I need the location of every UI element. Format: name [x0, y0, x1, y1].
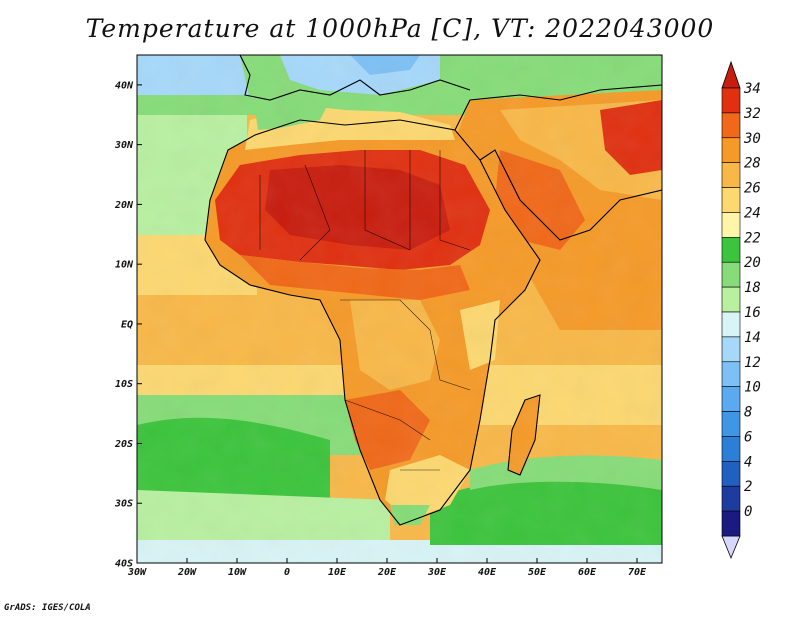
lon-tick-label: 20E [377, 567, 397, 578]
lat-tick-label: 40S [115, 559, 133, 570]
colorbar-label: 22 [744, 230, 761, 246]
lat-tick-label: 10S [115, 379, 133, 390]
colorbar-box [721, 212, 741, 238]
colorbar-top-triangle [721, 60, 741, 89]
longitude-axis: 30W 20W 10W 0 10E 20E 30E 40E 50E 60E 70E [127, 558, 647, 578]
colorbar-label: 32 [743, 106, 761, 122]
grads-credit: GrADS: IGES/COLA [4, 603, 91, 613]
colorbar-box [721, 361, 741, 387]
colorbar-box [721, 336, 741, 363]
colorbar-label: 10 [744, 380, 761, 396]
colorbar-box [721, 187, 741, 213]
lon-tick-label: 30W [127, 567, 147, 578]
lon-tick-label: 40E [478, 567, 497, 578]
lon-tick-label: 60E [578, 567, 597, 578]
lon-tick-label: 70E [628, 567, 647, 578]
colorbar-label: 12 [744, 355, 761, 371]
lat-tick-label: 10N [115, 260, 134, 271]
colorbar-label: 20 [744, 255, 761, 271]
temperature-field [137, 55, 662, 563]
colorbar-label: 26 [744, 181, 761, 197]
colorbar-box [721, 237, 741, 263]
colorbar-label: 28 [744, 156, 761, 172]
colorbar-box [721, 510, 741, 537]
colorbar-box [721, 112, 741, 139]
lat-tick-label: EQ [121, 319, 133, 330]
colorbar-box [721, 386, 741, 412]
colorbar-label: 14 [744, 330, 761, 346]
colorbar-box [721, 436, 741, 462]
map-title: Temperature at 1000hPa [C], VT: 20220430… [85, 14, 715, 43]
colorbar-label: 18 [744, 280, 761, 296]
colorbar-box [721, 311, 741, 338]
latitude-axis: 40N 30N 20N 10N EQ 10S 20S 30S 40S [114, 80, 142, 570]
colorbar-bottom-triangle [721, 535, 741, 560]
lon-tick-label: 10W [228, 567, 247, 578]
colorbar-box [721, 162, 741, 188]
lon-tick-label: 0 [284, 567, 290, 578]
lat-tick-label: 20S [114, 439, 133, 450]
map-frame [136, 54, 663, 564]
colorbar-box [721, 261, 741, 288]
colorbar-label: 34 [743, 81, 761, 97]
colorbar-box [721, 87, 741, 114]
colorbar-label: 16 [744, 305, 761, 321]
colorbar-box [721, 411, 741, 437]
lon-tick-label: 50E [528, 567, 547, 578]
colorbar-label: 24 [744, 205, 761, 221]
lat-tick-label: 20N [114, 200, 134, 211]
colorbar-box [721, 137, 741, 163]
lon-tick-label: 10E [328, 567, 347, 578]
colorbar-label: 0 [744, 504, 752, 520]
lat-tick-label: 30S [114, 499, 133, 510]
field-texture [137, 55, 662, 563]
lon-tick-label: 30E [427, 567, 447, 578]
coastlines [204, 55, 662, 526]
colorbar-label: 6 [744, 429, 752, 445]
country-borders [259, 150, 471, 471]
lat-tick-label: 40N [115, 80, 134, 91]
lat-tick-label: 30N [114, 140, 134, 151]
lon-tick-label: 20W [177, 567, 197, 578]
colorbar-label: 8 [744, 405, 752, 421]
colorbar-box [721, 485, 741, 512]
colorbar-label: 2 [744, 479, 752, 495]
colorbar-box [721, 286, 741, 313]
colorbar-label: 30 [743, 131, 761, 147]
colorbar-label: 4 [744, 454, 752, 470]
colorbar-box [721, 461, 741, 487]
